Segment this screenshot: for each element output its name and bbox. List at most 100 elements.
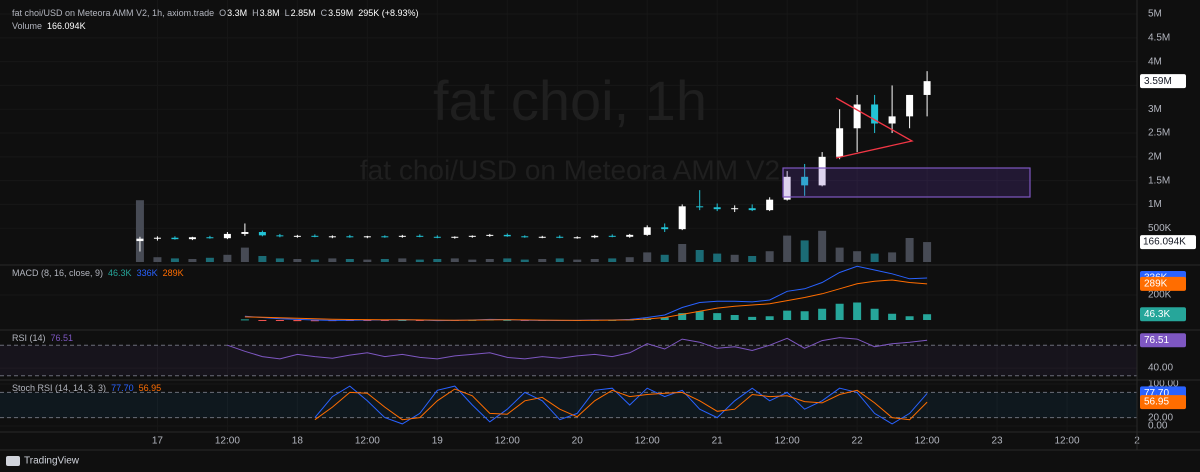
candle-body bbox=[486, 234, 494, 236]
volume-bar bbox=[573, 259, 582, 262]
x-tick-label: 18 bbox=[292, 436, 304, 447]
volume-bar bbox=[153, 257, 162, 262]
candle-body bbox=[363, 236, 371, 238]
candle-body bbox=[696, 206, 704, 208]
volume-bar bbox=[415, 259, 424, 262]
legend-text: MACD (8, 16, close, 9) bbox=[12, 268, 103, 278]
candle-body bbox=[538, 236, 546, 238]
candle-body bbox=[573, 237, 581, 239]
histogram-bar bbox=[660, 317, 669, 320]
candle-body bbox=[923, 81, 931, 95]
x-tick-label: 12:00 bbox=[495, 436, 520, 447]
candle-body bbox=[451, 236, 459, 238]
volume-bar bbox=[520, 259, 529, 262]
indicator-line bbox=[314, 385, 928, 425]
candle-body bbox=[171, 237, 179, 240]
candle-body bbox=[643, 227, 651, 235]
y-tick-label: 4.5M bbox=[1148, 32, 1170, 43]
volume-bar bbox=[923, 242, 932, 262]
histogram-bar bbox=[730, 315, 739, 320]
x-tick-label: 19 bbox=[432, 436, 444, 447]
candle-body bbox=[276, 235, 284, 237]
stoch-legend: Stoch RSI (14, 14, 3, 3) 77.70 56.95 bbox=[12, 383, 161, 393]
y-tick-label: 1M bbox=[1148, 199, 1162, 210]
histogram-bar bbox=[853, 302, 862, 320]
x-tick-label: 12:00 bbox=[1055, 436, 1080, 447]
volume-legend: Volume 166.094K bbox=[12, 21, 86, 31]
price-label-box bbox=[1140, 74, 1186, 89]
histogram-bar bbox=[678, 313, 687, 320]
volume-bar bbox=[853, 251, 862, 262]
candle-body bbox=[223, 233, 231, 239]
x-tick-label: 12:00 bbox=[915, 436, 940, 447]
histogram-bar bbox=[503, 319, 512, 321]
candle-body bbox=[871, 104, 879, 124]
volume-bar bbox=[905, 238, 914, 262]
plot-layer bbox=[135, 71, 932, 425]
candle-body bbox=[906, 94, 914, 117]
candle-body bbox=[608, 235, 616, 237]
legend-text: Volume bbox=[12, 21, 42, 31]
rsi-line bbox=[227, 337, 928, 360]
price-label: 3.59M bbox=[1144, 76, 1172, 87]
histogram-bar bbox=[240, 319, 249, 321]
candle-body bbox=[661, 227, 669, 230]
volume-bar bbox=[713, 253, 722, 262]
candle-body bbox=[153, 237, 161, 239]
band-fill bbox=[0, 345, 1137, 376]
legend-text: 295K (+8.93%) bbox=[358, 8, 418, 18]
volume-bar bbox=[468, 259, 477, 262]
candle-body bbox=[783, 176, 791, 200]
price-label: 56.95 bbox=[1144, 397, 1169, 408]
x-tick-label: 12:00 bbox=[635, 436, 660, 447]
volume-bar bbox=[135, 200, 144, 262]
histogram-bar bbox=[275, 320, 284, 321]
volume-bar bbox=[800, 240, 809, 262]
candle-body bbox=[853, 104, 861, 129]
y-tick-label: 5M bbox=[1148, 9, 1162, 20]
candle-body bbox=[836, 128, 844, 157]
candle-body bbox=[713, 207, 721, 210]
legend-text: C bbox=[321, 8, 328, 18]
volume-bar bbox=[503, 258, 512, 262]
price-label-box bbox=[1140, 307, 1186, 322]
candle-body bbox=[766, 199, 774, 211]
watermark: fat choi/USD on Meteora AMM V2 bbox=[360, 154, 780, 185]
candle-body bbox=[801, 176, 809, 186]
footer-brand[interactable]: TradingView bbox=[24, 456, 80, 467]
candle-body bbox=[206, 237, 214, 239]
histogram-bar bbox=[765, 316, 774, 320]
volume-bar bbox=[608, 258, 617, 262]
histogram-bar bbox=[258, 320, 267, 321]
candle-body bbox=[503, 234, 511, 237]
indicator-line bbox=[244, 279, 928, 321]
volume-bar bbox=[695, 250, 704, 262]
price-label-box bbox=[1140, 333, 1186, 348]
legend-text: 46.3K bbox=[108, 268, 132, 278]
price-label: 77.70 bbox=[1144, 388, 1169, 399]
volume-bar bbox=[783, 235, 792, 262]
volume-bar bbox=[293, 259, 302, 262]
legend-text: 289K bbox=[163, 268, 184, 278]
candle-body bbox=[556, 236, 564, 238]
volume-bar bbox=[345, 259, 354, 262]
y-tick-label: 40.00 bbox=[1148, 363, 1173, 374]
candle-body bbox=[626, 234, 634, 237]
price-label: 46.3K bbox=[1144, 309, 1170, 320]
x-tick-label: 23 bbox=[991, 436, 1003, 447]
histogram-bar bbox=[783, 310, 792, 320]
candle-body bbox=[328, 236, 336, 238]
y-tick-label: 1.5M bbox=[1148, 175, 1170, 186]
macd-legend: MACD (8, 16, close, 9) 46.3K 336K 289K bbox=[12, 268, 184, 278]
candle-body bbox=[521, 236, 529, 238]
volume-bar bbox=[205, 257, 214, 262]
histogram-bar bbox=[905, 316, 914, 320]
candle-body bbox=[416, 235, 424, 237]
candle-body bbox=[433, 236, 441, 238]
histogram-bar bbox=[923, 314, 932, 320]
volume-bar bbox=[660, 254, 669, 262]
candle-body bbox=[748, 208, 756, 211]
volume-bar bbox=[835, 247, 844, 262]
